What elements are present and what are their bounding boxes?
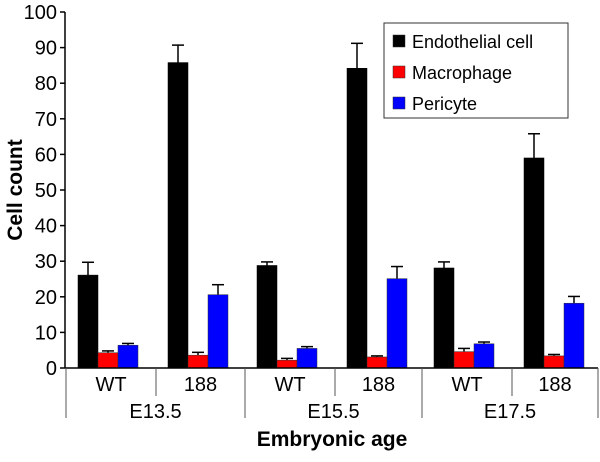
y-axis-label: Cell count [4,139,27,241]
bar-macrophage [453,351,475,369]
legend-box [383,22,569,119]
y-tick-label: 100 [24,2,57,24]
y-axis: 0 10 20 30 40 50 60 70 80 90 100 [24,2,66,380]
group-label: E13.5 [129,401,181,423]
bar-macrophage [543,355,565,369]
y-tick-label: 70 [35,109,57,131]
y-tick-label: 80 [35,73,57,95]
subgroup-label: WT [274,374,305,396]
bar-endothelial-cell [523,157,545,369]
x-axis-label: Embryonic age [257,428,408,451]
bar-pericyte [386,278,408,369]
subgroup-label: WT [451,374,482,396]
legend-label: Endothelial cell [412,32,533,52]
y-tick-label: 90 [35,38,57,60]
legend-label: Macrophage [412,63,512,83]
y-tick-label: 20 [35,287,57,309]
group-label: E15.5 [307,401,359,423]
bar-pericyte [207,294,229,369]
bar-pericyte [296,348,318,369]
bar-pericyte [563,302,585,369]
bar-endothelial-cell [433,267,455,369]
bar-pericyte [473,343,495,369]
bar-endothelial-cell [167,62,189,369]
bar-macrophage [276,359,298,369]
legend-swatch [392,96,406,110]
y-tick-label: 30 [35,251,57,273]
y-tick-label: 60 [35,144,57,166]
bar-macrophage [187,354,209,369]
legend-swatch [392,65,406,79]
y-tick-label: 10 [35,322,57,344]
legend-label: Pericyte [412,94,477,114]
bar-macrophage [97,352,119,369]
subgroup-label: 188 [184,374,217,396]
y-tick-label: 0 [46,358,57,380]
subgroup-label: WT [95,374,126,396]
group-label: E17.5 [484,401,536,423]
legend: Endothelial cell Macrophage Pericyte [383,22,569,119]
bar-endothelial-cell [256,265,278,369]
bar-endothelial-cell [77,274,99,369]
bars [77,42,585,369]
legend-swatch [392,34,406,48]
bar-pericyte [117,344,139,369]
bar-endothelial-cell [346,67,368,369]
y-tick-label: 40 [35,216,57,238]
subgroup-label: 188 [362,374,395,396]
subgroup-label: 188 [538,374,571,396]
bar-macrophage [366,356,388,369]
y-tick-label: 50 [35,180,57,202]
